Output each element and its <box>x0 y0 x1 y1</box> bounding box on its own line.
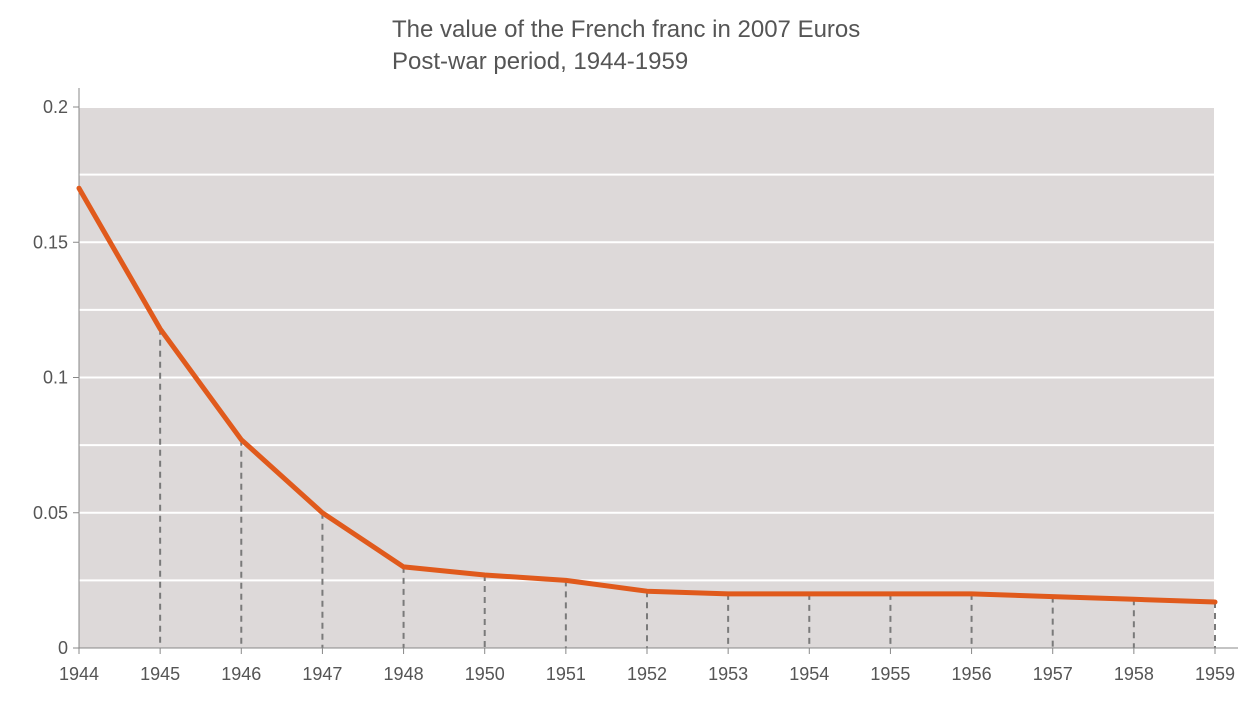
y-tick-label: 0.2 <box>43 97 68 117</box>
x-tick-label: 1959 <box>1195 664 1235 684</box>
y-tick-label: 0.05 <box>33 503 68 523</box>
y-tick-label: 0.1 <box>43 368 68 388</box>
gridlines <box>79 106 1215 582</box>
x-tick-label: 1958 <box>1114 664 1154 684</box>
x-tick-label: 1950 <box>465 664 505 684</box>
x-tick-label: 1944 <box>59 664 99 684</box>
axes <box>78 88 1238 649</box>
x-tick-label: 1956 <box>952 664 992 684</box>
x-tick-label: 1957 <box>1033 664 1073 684</box>
x-tick-label: 1953 <box>708 664 748 684</box>
chart-subtitle: Post-war period, 1944-1959 <box>392 48 689 75</box>
x-tick-label: 1952 <box>627 664 667 684</box>
x-tick-label: 1946 <box>221 664 261 684</box>
y-axis-ticks: 0 0.05 0.1 0.15 0.2 <box>33 97 79 658</box>
x-tick-label: 1947 <box>302 664 342 684</box>
x-tick-label: 1945 <box>140 664 180 684</box>
chart-title: The value of the French franc in 2007 Eu… <box>392 16 861 43</box>
x-tick-label: 1948 <box>384 664 424 684</box>
y-tick-label: 0.15 <box>33 232 68 252</box>
x-tick-label: 1951 <box>546 664 586 684</box>
x-tick-label: 1955 <box>870 664 910 684</box>
drop-lines <box>159 328 1216 648</box>
y-tick-label: 0 <box>58 638 68 658</box>
x-axis-ticks: 1944 1945 1946 1947 1948 1950 1951 1952 1953 1954… <box>59 648 1235 684</box>
series-line <box>76 185 1218 605</box>
chart-title-block: The value of the French franc in 2007 Eu… <box>392 14 860 78</box>
x-tick-label: 1954 <box>789 664 829 684</box>
